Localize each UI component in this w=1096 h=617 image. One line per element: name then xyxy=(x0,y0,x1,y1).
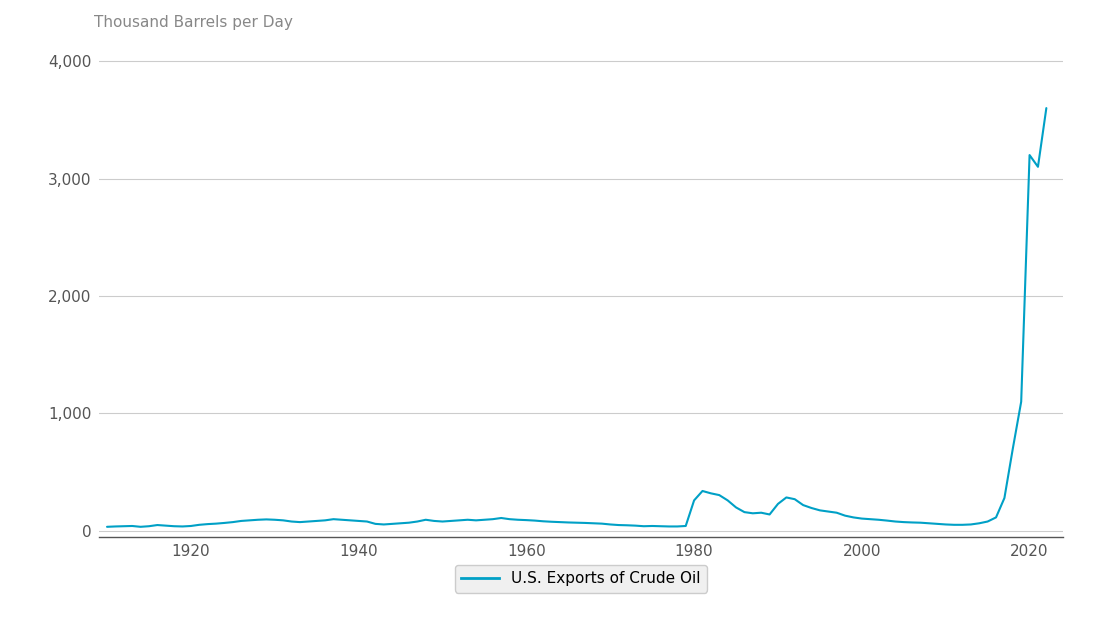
Text: Thousand Barrels per Day: Thousand Barrels per Day xyxy=(94,15,293,30)
Legend: U.S. Exports of Crude Oil: U.S. Exports of Crude Oil xyxy=(455,565,707,592)
